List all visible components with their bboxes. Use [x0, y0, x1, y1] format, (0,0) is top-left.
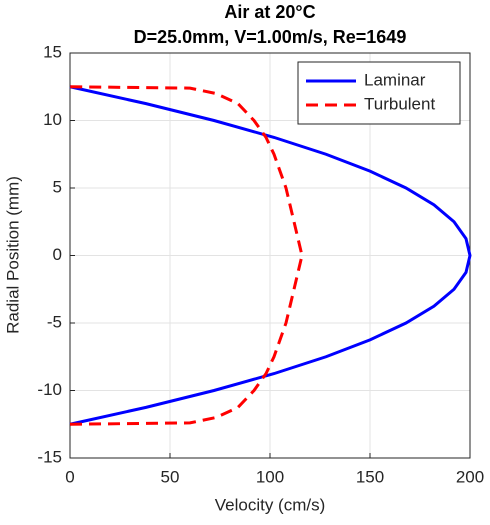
y-tick-label: 0	[53, 245, 62, 264]
y-axis-label: Radial Position (mm)	[3, 176, 22, 334]
legend-label: Laminar	[364, 70, 426, 89]
chart-title: Air at 20°C	[224, 2, 315, 22]
y-tick-label: 5	[53, 177, 62, 196]
x-tick-label: 50	[161, 467, 180, 486]
series-line	[69, 85, 304, 426]
y-tick-label: -5	[47, 312, 62, 331]
x-axis-label: Velocity (cm/s)	[215, 495, 326, 514]
y-tick-label: -10	[37, 380, 62, 399]
y-tick-label: 10	[43, 110, 62, 129]
chart-subtitle: D=25.0mm, V=1.00m/s, Re=1649	[134, 27, 407, 47]
x-tick-label: 200	[456, 467, 484, 486]
series-line	[69, 85, 472, 426]
y-tick-label: 15	[43, 42, 62, 61]
x-tick-label: 150	[356, 467, 384, 486]
x-tick-label: 0	[65, 467, 74, 486]
x-tick-label: 100	[256, 467, 284, 486]
y-tick-label: -15	[37, 447, 62, 466]
legend-label: Turbulent	[364, 94, 435, 113]
legend-box	[297, 61, 461, 125]
